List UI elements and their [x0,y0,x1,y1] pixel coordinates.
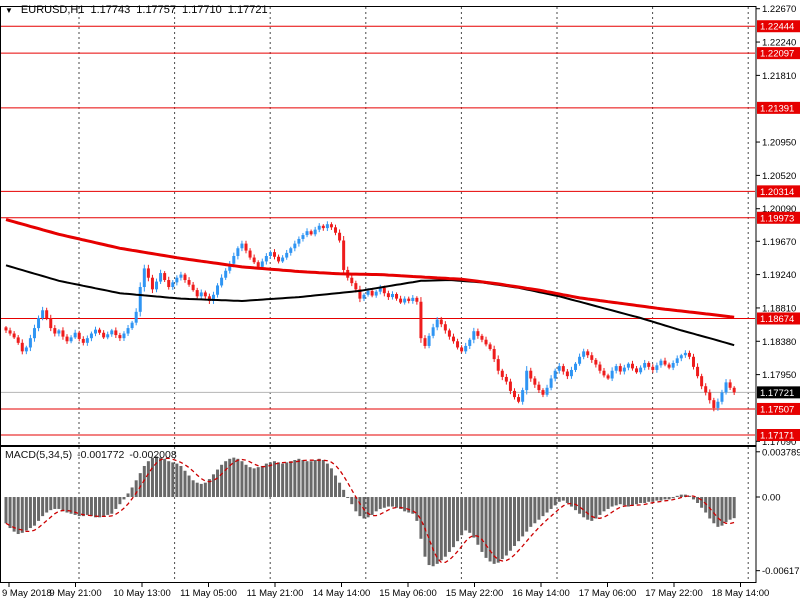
svg-text:1.21391: 1.21391 [760,103,794,114]
slow-ma-line [5,264,735,347]
svg-text:16 May 14:00: 16 May 14:00 [512,588,570,599]
svg-text:1.21810: 1.21810 [762,71,796,82]
svg-text:0.00: 0.00 [762,493,781,504]
fast-ma-line [5,218,735,319]
svg-text:1.19670: 1.19670 [762,237,796,248]
ohlc-low-value: 1.17710 [182,4,222,16]
period-separators [78,7,749,582]
macd-signal-value: -0.002008 [129,449,177,461]
svg-text:1.22240: 1.22240 [762,38,796,49]
bid-price-label: 1.17721 [757,386,800,399]
macd-indicator-label: MACD(5,34,5) [5,449,73,461]
ohlc-open-value: 1.17743 [90,4,131,16]
support-resistance-lines [1,25,755,436]
svg-text:1.17090: 1.17090 [762,437,796,448]
pane-frames [0,6,757,583]
svg-text:1.18380: 1.18380 [762,337,796,348]
macd-axis: 0.003789 0.00 -0.006171 [756,447,800,577]
macd-histogram [4,456,736,567]
svg-text:10 May 13:00: 10 May 13:00 [113,588,171,599]
svg-text:0.003789: 0.003789 [762,447,800,458]
candlesticks [4,221,736,412]
price-axis: 1.22670 1.22240 1.21810 1.20950 1.20520 1.200… [756,4,796,448]
svg-text:11 May 21:00: 11 May 21:00 [247,588,304,599]
svg-text:14 May 14:00: 14 May 14:00 [313,588,371,599]
svg-text:9 May 21:00: 9 May 21:00 [49,588,101,599]
macd-main-value: -0.001772 [77,449,125,461]
svg-text:17 May 06:00: 17 May 06:00 [579,588,637,599]
svg-text:1.22097: 1.22097 [760,49,794,60]
svg-text:1.22444: 1.22444 [760,22,794,33]
ohlc-close-value: 1.17721 [227,4,268,16]
svg-text:1.17507: 1.17507 [760,404,794,415]
svg-text:1.22670: 1.22670 [762,4,796,15]
chart-header: ▼ EURUSD,H1 1.17743 1.17757 1.17710 1.17… [5,4,268,16]
price-level-labels: 1.22444 1.22097 1.21391 1.20314 1.19973 1.186… [757,20,800,441]
symbol-period-label: EURUSD,H1 [20,4,85,16]
macd-signal-line [5,457,735,564]
svg-text:15 May 22:00: 15 May 22:00 [446,588,504,599]
ohlc-high-value: 1.17757 [136,4,177,16]
svg-text:1.20090: 1.20090 [762,204,796,215]
svg-text:1.19240: 1.19240 [762,270,796,281]
svg-text:15 May 06:00: 15 May 06:00 [379,588,437,599]
macd-header: MACD(5,34,5) -0.001772 -0.002008 [5,449,177,461]
svg-text:-0.006171: -0.006171 [762,566,800,577]
svg-text:1.20950: 1.20950 [762,138,796,149]
chart-dropdown-icon[interactable]: ▼ [5,5,13,15]
svg-text:9 May 2018: 9 May 2018 [2,588,52,599]
svg-text:18 May 14:00: 18 May 14:00 [712,588,770,599]
svg-text:17 May 22:00: 17 May 22:00 [645,588,703,599]
svg-text:1.17171: 1.17171 [760,430,794,441]
svg-text:1.18674: 1.18674 [760,314,794,325]
svg-text:1.18810: 1.18810 [762,303,796,314]
svg-text:1.20520: 1.20520 [762,171,796,182]
svg-text:1.20314: 1.20314 [760,187,794,198]
svg-text:1.17721: 1.17721 [760,388,794,399]
svg-text:1.19973: 1.19973 [760,213,794,224]
svg-text:11 May 05:00: 11 May 05:00 [180,588,237,599]
svg-text:1.17950: 1.17950 [762,370,796,381]
